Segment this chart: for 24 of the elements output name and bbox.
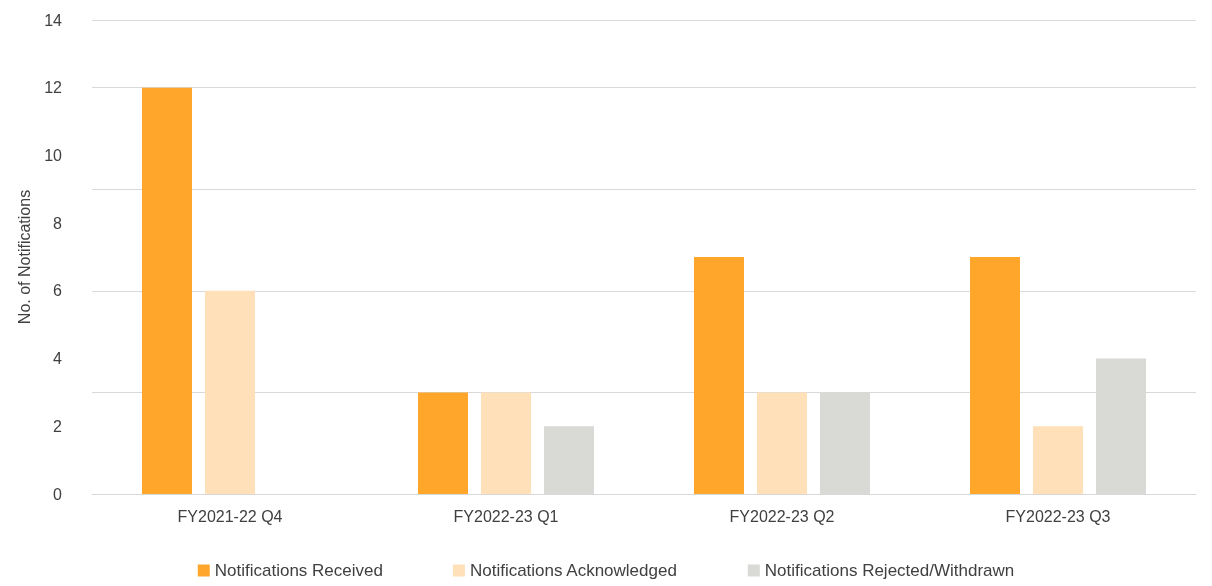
y-tick-label: 0 <box>53 485 63 503</box>
bar <box>142 87 192 494</box>
legend-label: Notifications Acknowledged <box>469 561 677 580</box>
bar <box>757 392 807 494</box>
bar <box>205 290 255 494</box>
bar <box>481 392 531 494</box>
bar <box>970 257 1020 494</box>
y-tick-label: 4 <box>53 350 63 368</box>
y-tick-label: 10 <box>44 146 63 164</box>
y-tick-label: 12 <box>44 79 63 97</box>
bar <box>694 257 744 494</box>
x-tick-label: FY2022-23 Q1 <box>453 507 559 525</box>
bar <box>1033 426 1083 494</box>
legend-label: Notifications Rejected/Withdrawn <box>764 561 1015 580</box>
legend-label: Notifications Received <box>214 561 383 580</box>
x-tick-label: FY2022-23 Q3 <box>1005 507 1111 525</box>
y-axis-title: No. of Notifications <box>15 189 33 325</box>
x-tick-label: FY2022-23 Q2 <box>729 507 835 525</box>
y-tick-label: 8 <box>53 214 63 232</box>
y-tick-label: 2 <box>53 417 63 435</box>
y-tick-label: 6 <box>53 282 63 300</box>
x-tick-label: FY2021-22 Q4 <box>177 507 283 525</box>
bar <box>418 392 468 494</box>
y-tick-label: 14 <box>44 11 63 29</box>
